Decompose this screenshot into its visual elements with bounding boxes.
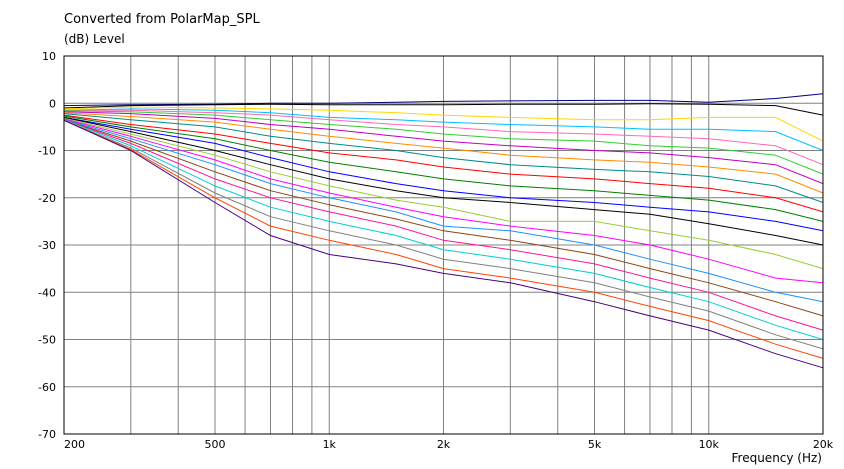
series-line-12: [63, 116, 824, 232]
y-tick-label: -50: [38, 334, 56, 347]
series-line-6: [63, 110, 824, 175]
series-line-16: [63, 118, 824, 303]
plot-frame: [63, 55, 824, 435]
series-line-15: [63, 118, 824, 284]
series-line-10: [63, 114, 824, 213]
series-line-17: [63, 119, 824, 317]
y-ticks: 10 0 -10 -20 -30 -40 -50 -60 -70: [38, 50, 56, 441]
series-line-2: [63, 103, 824, 116]
series-line-8: [63, 112, 824, 194]
series-line-14: [63, 117, 824, 270]
x-axis-label: Frequency (Hz): [731, 451, 823, 465]
y-tick-label: -40: [38, 286, 56, 299]
series-line-20: [63, 119, 824, 350]
x-tick-label: 500: [205, 438, 226, 451]
series-line-5: [64, 109, 824, 166]
plot-border: [63, 55, 824, 435]
x-tick-label: 200: [64, 438, 85, 451]
x-tick-label: 10k: [699, 438, 720, 451]
x-ticks: 200 500 1k 2k 5k 10k 20k: [64, 438, 834, 451]
y-axis-label: (dB) Level: [64, 32, 125, 46]
chart-title: Converted from PolarMap_SPL: [64, 12, 260, 27]
x-tick-label: 2k: [437, 438, 451, 451]
x-tick-label: 1k: [323, 438, 337, 451]
series-lines: [63, 93, 824, 369]
x-tick-label: 5k: [588, 438, 602, 451]
series-line-13: [63, 116, 824, 246]
y-tick-label: -20: [38, 192, 56, 205]
y-tick-label: 10: [42, 50, 56, 63]
series-line-22: [63, 119, 824, 369]
series-line-3: [63, 106, 824, 142]
series-line-18: [63, 119, 824, 331]
series-line-11: [63, 115, 824, 222]
series-line-19: [63, 119, 824, 340]
y-tick-label: -60: [38, 381, 56, 394]
y-tick-label: 0: [49, 97, 56, 110]
y-tick-label: -30: [38, 239, 56, 252]
y-tick-label: -10: [38, 145, 56, 158]
series-line-21: [63, 119, 824, 359]
series-line-4: [63, 108, 824, 151]
series-line-7: [63, 111, 824, 185]
y-tick-label: -70: [38, 428, 56, 441]
series-line-9: [63, 113, 824, 203]
x-tick-label: 20k: [813, 438, 834, 451]
grid: [63, 55, 824, 435]
